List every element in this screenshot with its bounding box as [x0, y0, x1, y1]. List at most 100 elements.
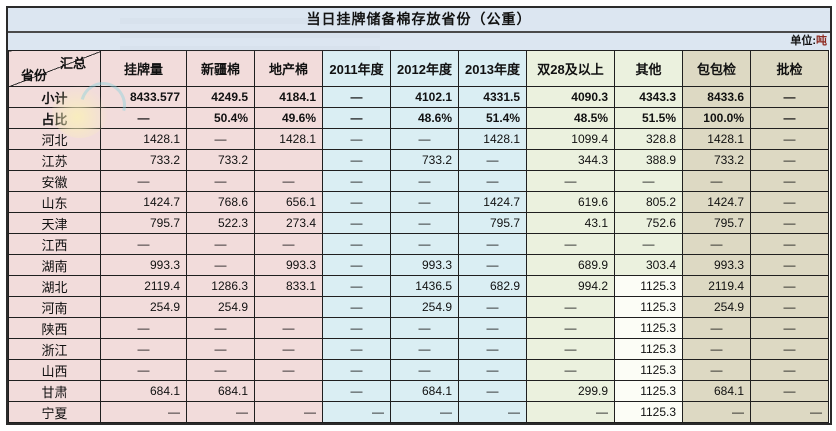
- cell: —: [682, 338, 751, 360]
- table-row: 河北 1428.1—1428.1— —1428.1 1099.4 328.8 1428.1…: [8, 128, 829, 150]
- cell: —: [322, 212, 391, 234]
- cell: 805.2: [614, 191, 683, 213]
- table-row: 江西 — — — — — — — — — —: [8, 233, 829, 255]
- cell: 273.4: [254, 212, 323, 234]
- cotton-province-table: 汇总 省份 挂牌量 新疆棉 地产棉 2011年度 2012年度 2013年度 双28及以上其…: [8, 50, 829, 423]
- cell: 733.2: [682, 149, 751, 171]
- cell: —: [750, 317, 829, 339]
- cell: —: [526, 170, 615, 192]
- row-label: 浙江: [8, 338, 101, 360]
- cell: 1125.3: [614, 275, 683, 297]
- cell: —: [322, 401, 391, 423]
- cell: 254.9: [100, 296, 187, 318]
- row-label: 甘肃: [8, 380, 101, 402]
- cell: —: [322, 191, 391, 213]
- corner-cell: 汇总 省份: [8, 50, 101, 87]
- cell: —: [458, 338, 527, 360]
- cell: —: [100, 401, 187, 423]
- col-header-9: 批检: [750, 50, 829, 87]
- cell: 2119.4: [682, 275, 751, 297]
- row-label: 山西: [8, 359, 101, 381]
- cell: —: [458, 233, 527, 255]
- row-label: 天津: [8, 212, 101, 234]
- cell: —: [458, 149, 527, 171]
- cell: —: [322, 359, 391, 381]
- cell: —: [186, 233, 255, 255]
- cell: —: [614, 170, 683, 192]
- cell: 795.7: [682, 212, 751, 234]
- cell: —: [750, 233, 829, 255]
- cell: 49.6%: [254, 107, 323, 129]
- cell: 795.7: [100, 212, 187, 234]
- cell: 993.3: [100, 254, 187, 276]
- cell: 768.6: [186, 191, 255, 213]
- cell: —: [186, 170, 255, 192]
- cell: —: [750, 296, 829, 318]
- col-header-5: 2013年度: [458, 50, 527, 87]
- cell: —: [390, 317, 459, 339]
- cell: —: [322, 233, 391, 255]
- cell: —: [322, 149, 391, 171]
- cell: —: [526, 359, 615, 381]
- table-row: 河南 254.9 254.9—254.9— —1125.3 254.9—: [8, 296, 829, 318]
- table-row: 湖北 2119.4 1286.3 833.1—1436.5 682.9 994.2 1125…: [8, 275, 829, 297]
- cell: 43.1: [526, 212, 615, 234]
- table-row: 占比 —50.4% 49.6% —48.6% 51.4% 48.5% 51.5% 100.0%…: [8, 107, 829, 129]
- cell: —: [254, 233, 323, 255]
- unit-label: 单位:: [790, 35, 816, 47]
- cell: —: [458, 359, 527, 381]
- table-row: 山东 1424.7 768.6 656.1— —1424.7 619.6 805.2 1424…: [8, 191, 829, 213]
- cell: 4102.1: [390, 86, 459, 108]
- cell: —: [100, 338, 187, 360]
- cell: 344.3: [526, 149, 615, 171]
- cell: 388.9: [614, 149, 683, 171]
- cell: —: [526, 233, 615, 255]
- cell: —: [322, 296, 391, 318]
- table-row: 湖南 993.3—993.3—993.3—689.9 303.4 993.3—: [8, 254, 829, 276]
- col-header-3: 2011年度: [322, 50, 391, 87]
- cell: 733.2: [186, 149, 255, 171]
- row-label: 江西: [8, 233, 101, 255]
- cell: 100.0%: [682, 107, 751, 129]
- header-row: 汇总 省份 挂牌量 新疆棉 地产棉 2011年度 2012年度 2013年度 双28及以上其…: [8, 50, 829, 87]
- cell: —: [322, 128, 391, 150]
- cell: —: [186, 128, 255, 150]
- col-header-1: 新疆棉: [186, 50, 255, 87]
- cell: —: [186, 359, 255, 381]
- cell: [254, 380, 323, 402]
- cell: 1424.7: [458, 191, 527, 213]
- table-row: 小计 8433.577 4249.5 4184.1—4102.1 4331.5 4090.…: [8, 86, 829, 108]
- cell: 993.3: [682, 254, 751, 276]
- corner-top-label: 汇总: [59, 56, 86, 71]
- cell: [254, 149, 323, 171]
- cell: 993.3: [390, 254, 459, 276]
- cell: [254, 296, 323, 318]
- col-header-4: 2012年度: [390, 50, 459, 87]
- cell: 1125.3: [614, 380, 683, 402]
- cell: —: [322, 86, 391, 108]
- cell: 689.9: [526, 254, 615, 276]
- cell: —: [682, 359, 751, 381]
- cell: 684.1: [100, 380, 187, 402]
- cell: 8433.6: [682, 86, 751, 108]
- row-label: 河北: [8, 128, 101, 150]
- row-label: 陕西: [8, 317, 101, 339]
- cell: —: [458, 380, 527, 402]
- row-label: 山东: [8, 191, 101, 213]
- cell: 254.9: [390, 296, 459, 318]
- row-label: 安徽: [8, 170, 101, 192]
- cell: 2119.4: [100, 275, 187, 297]
- cell: —: [750, 191, 829, 213]
- cell: —: [186, 254, 255, 276]
- cell: 4184.1: [254, 86, 323, 108]
- cell: 4249.5: [186, 86, 255, 108]
- cell: —: [750, 401, 829, 423]
- cell: 522.3: [186, 212, 255, 234]
- cell: 1436.5: [390, 275, 459, 297]
- cell: —: [750, 86, 829, 108]
- cell: 299.9: [526, 380, 615, 402]
- report-frame: 当日挂牌储备棉存放省份（公重） 单位:吨 汇总 省份 挂牌量 新疆棉 地产棉 2011…: [6, 6, 832, 425]
- cell: —: [750, 128, 829, 150]
- cell: 1286.3: [186, 275, 255, 297]
- table-row: 陕西 — — — — — — —1125.3— —: [8, 317, 829, 339]
